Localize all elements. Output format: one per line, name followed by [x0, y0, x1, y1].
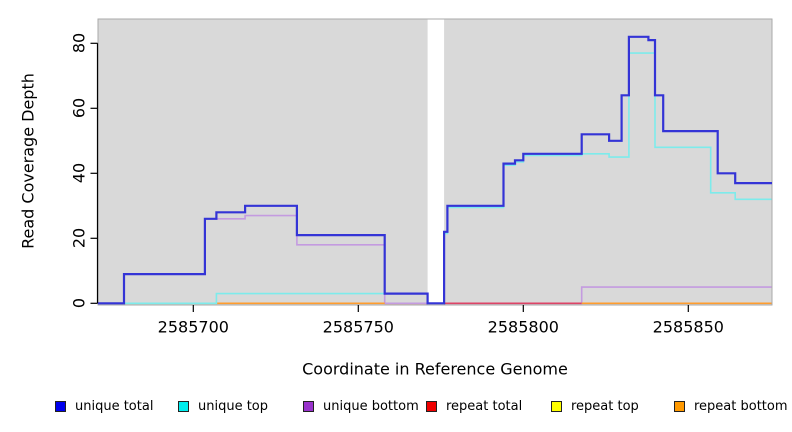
legend-item-repeat-total: repeat total: [426, 398, 522, 414]
repeat-bottom-swatch-icon: [674, 400, 685, 412]
legend-label: unique bottom: [323, 398, 419, 414]
y-tick-label: 20: [69, 228, 89, 249]
y-tick-label: 80: [69, 33, 89, 54]
x-tick-label: 2585800: [487, 317, 559, 337]
y-tick-label: 0: [69, 298, 89, 309]
x-tick-label: 2585850: [652, 317, 724, 337]
legend-item-unique-bottom: unique bottom: [303, 398, 419, 414]
legend-item-repeat-bottom: repeat bottom: [674, 398, 788, 414]
legend-item-unique-total: unique total: [55, 398, 153, 414]
legend-label: unique top: [198, 398, 269, 414]
legend-label: repeat bottom: [694, 398, 788, 414]
x-axis-title: Coordinate in Reference Genome: [302, 359, 568, 379]
x-tick-label: 2585750: [322, 317, 394, 337]
legend-label: repeat top: [571, 398, 639, 414]
repeat-top-swatch-icon: [551, 400, 562, 412]
x-tick-label: 2585700: [157, 317, 229, 337]
y-tick-label: 60: [69, 98, 89, 119]
unique-top-swatch-icon: [178, 400, 189, 412]
unique-total-swatch-icon: [55, 400, 66, 412]
repeat-total-swatch-icon: [426, 400, 437, 412]
unique-bottom-swatch-icon: [303, 400, 314, 412]
legend-item-repeat-top: repeat top: [551, 398, 639, 414]
y-tick-label: 40: [69, 163, 89, 184]
legend-item-unique-top: unique top: [178, 398, 268, 414]
legend-label: repeat total: [446, 398, 523, 414]
y-axis-title: Read Coverage Depth: [18, 73, 38, 249]
legend: unique total unique top unique bottom re…: [0, 398, 792, 416]
legend-label: unique total: [75, 398, 154, 414]
